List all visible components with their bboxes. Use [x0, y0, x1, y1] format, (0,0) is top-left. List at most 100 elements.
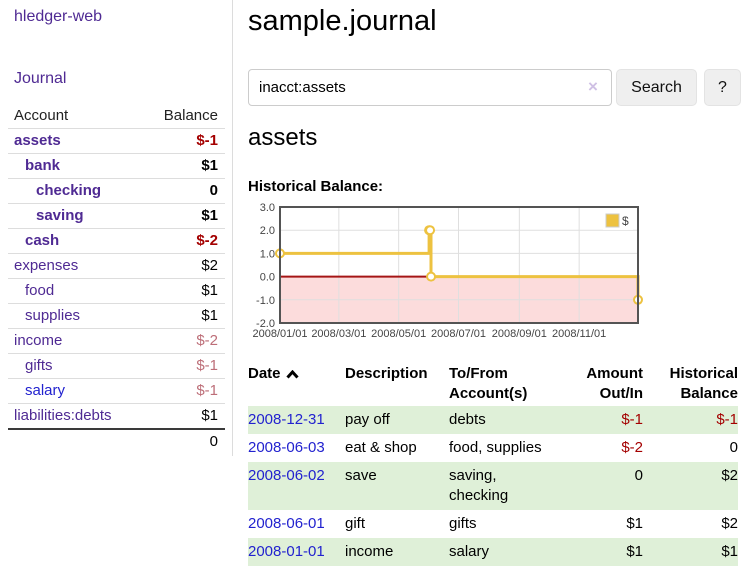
register-header-label: Description — [345, 365, 428, 382]
svg-text:2008/07/01: 2008/07/01 — [431, 328, 486, 340]
account-row: expenses $2 — [8, 253, 225, 279]
account-balance: $-1 — [196, 132, 218, 149]
transaction-amount: $-1 — [621, 411, 643, 428]
svg-text:2008/03/01: 2008/03/01 — [311, 328, 366, 340]
search-button[interactable]: Search — [616, 69, 697, 106]
transaction-row: 2008-12-31 pay off debts $-1 $-1 — [248, 406, 738, 434]
svg-text:0.0: 0.0 — [260, 272, 275, 284]
accounts-table: Account Balance assets $-1 bank $1 checking 0… — [8, 104, 225, 454]
sidebar-account-link[interactable]: income — [14, 332, 63, 349]
sidebar-account-link[interactable]: salary — [25, 382, 66, 399]
transaction-date-cell: 2008-06-01 — [248, 510, 345, 538]
register-column-header: Amount Out/In — [583, 362, 643, 406]
sidebar-account-link[interactable]: expenses — [14, 257, 79, 274]
register-header-label: Out/In — [599, 385, 643, 402]
sidebar-account-link[interactable]: checking — [36, 182, 102, 199]
sidebar-account-link[interactable]: gifts — [25, 357, 53, 374]
transaction-amount: $-2 — [621, 439, 643, 456]
account-name-cell: expenses — [8, 254, 140, 279]
clear-search-icon[interactable]: × — [588, 77, 598, 96]
account-balance: $-1 — [196, 357, 218, 374]
account-name-cell: saving — [8, 204, 140, 229]
svg-text:3.0: 3.0 — [260, 202, 275, 214]
sidebar-account-link[interactable]: liabilities:debts — [14, 407, 112, 424]
svg-text:2008/01/01: 2008/01/01 — [252, 328, 307, 340]
help-button[interactable]: ? — [704, 69, 741, 106]
account-row: liabilities:debts $1 — [8, 403, 225, 430]
sidebar: hledger-web Journal Account Balance asse… — [0, 0, 233, 456]
svg-text:-2.0: -2.0 — [256, 318, 275, 330]
account-name-cell: bank — [8, 154, 140, 179]
page-title: sample.journal — [248, 5, 437, 37]
transaction-balance: $2 — [721, 467, 738, 484]
account-row: gifts $-1 — [8, 353, 225, 379]
register-column-header: Historical Balance — [643, 362, 738, 406]
transaction-description: gift — [345, 515, 366, 532]
register-column-header[interactable]: Date — [248, 362, 345, 406]
account-name-cell: supplies — [8, 304, 140, 329]
account-name-cell: salary — [8, 379, 140, 404]
transaction-date-link[interactable]: 2008-06-02 — [248, 467, 325, 484]
account-name-cell: food — [8, 279, 140, 304]
sidebar-account-link[interactable]: supplies — [25, 307, 81, 324]
account-balance: 0 — [209, 182, 218, 199]
accounts-total-balance: 0 — [209, 433, 218, 450]
svg-text:2.0: 2.0 — [260, 225, 275, 237]
transaction-description: pay off — [345, 411, 390, 428]
account-balance: $2 — [201, 257, 218, 274]
transaction-date-link[interactable]: 2008-01-01 — [248, 543, 325, 560]
transaction-date-link[interactable]: 2008-06-01 — [248, 515, 325, 532]
transaction-amount: $1 — [626, 543, 643, 560]
register-header-label: Account(s) — [449, 385, 528, 402]
register-header-label: Historical — [669, 365, 738, 382]
transaction-balance: 0 — [729, 439, 738, 456]
svg-text:1.0: 1.0 — [260, 248, 275, 260]
accounts-table-header: Account Balance — [8, 104, 225, 129]
svg-text:2008/11/01: 2008/11/01 — [552, 328, 606, 340]
chart-legend-label: $ — [622, 214, 629, 228]
transaction-amount: 0 — [634, 467, 643, 484]
account-balance: $1 — [201, 407, 218, 424]
search-input[interactable] — [248, 69, 612, 106]
app-title-link[interactable]: hledger-web — [14, 8, 103, 25]
svg-text:-1.0: -1.0 — [256, 295, 275, 307]
account-row: supplies $1 — [8, 303, 225, 329]
sidebar-account-link[interactable]: bank — [25, 157, 61, 174]
account-row: income $-2 — [8, 328, 225, 354]
balance-column-header: Balance — [163, 107, 218, 124]
account-balance: $1 — [201, 282, 218, 299]
account-row: cash $-2 — [8, 228, 225, 254]
account-name-cell: liabilities:debts — [8, 404, 140, 430]
transaction-balance: $1 — [721, 543, 738, 560]
accounts-total-row: 0 — [8, 429, 225, 454]
accounts-column-header: Account — [14, 107, 69, 124]
transaction-description: income — [345, 543, 394, 560]
sidebar-account-link[interactable]: food — [25, 282, 55, 299]
sidebar-item-journal[interactable]: Journal — [14, 70, 67, 87]
account-row: checking 0 — [8, 178, 225, 204]
chart-title: Historical Balance: — [248, 178, 384, 195]
register-table: Date Description To/From Account(s) Amount Ou… — [248, 362, 738, 566]
sidebar-account-link[interactable]: assets — [14, 132, 61, 149]
transaction-accounts: debts — [449, 411, 486, 428]
account-name-cell: assets — [8, 129, 140, 154]
accounts-table-body: assets $-1 bank $1 checking 0 saving $1 cash $-2 e… — [8, 128, 225, 430]
account-balance: $-1 — [196, 382, 218, 399]
register-header-label: Balance — [680, 385, 738, 402]
account-name-cell: checking — [8, 179, 140, 204]
transaction-date-cell: 2008-06-02 — [248, 462, 345, 510]
register-column-header: Description — [345, 362, 449, 406]
register-header-label: Date — [248, 365, 281, 382]
transaction-row: 2008-01-01 income salary $1 $1 — [248, 538, 738, 566]
transaction-date-link[interactable]: 2008-06-03 — [248, 439, 325, 456]
account-row: salary $-1 — [8, 378, 225, 404]
transaction-accounts: salary — [449, 543, 490, 560]
account-heading: assets — [248, 124, 318, 151]
transaction-date-link[interactable]: 2008-12-31 — [248, 411, 325, 428]
sidebar-account-link[interactable]: cash — [25, 232, 60, 249]
sidebar-account-link[interactable]: saving — [36, 207, 84, 224]
account-balance: $-2 — [196, 332, 218, 349]
transaction-description: save — [345, 467, 377, 484]
account-name-cell: gifts — [8, 354, 140, 379]
